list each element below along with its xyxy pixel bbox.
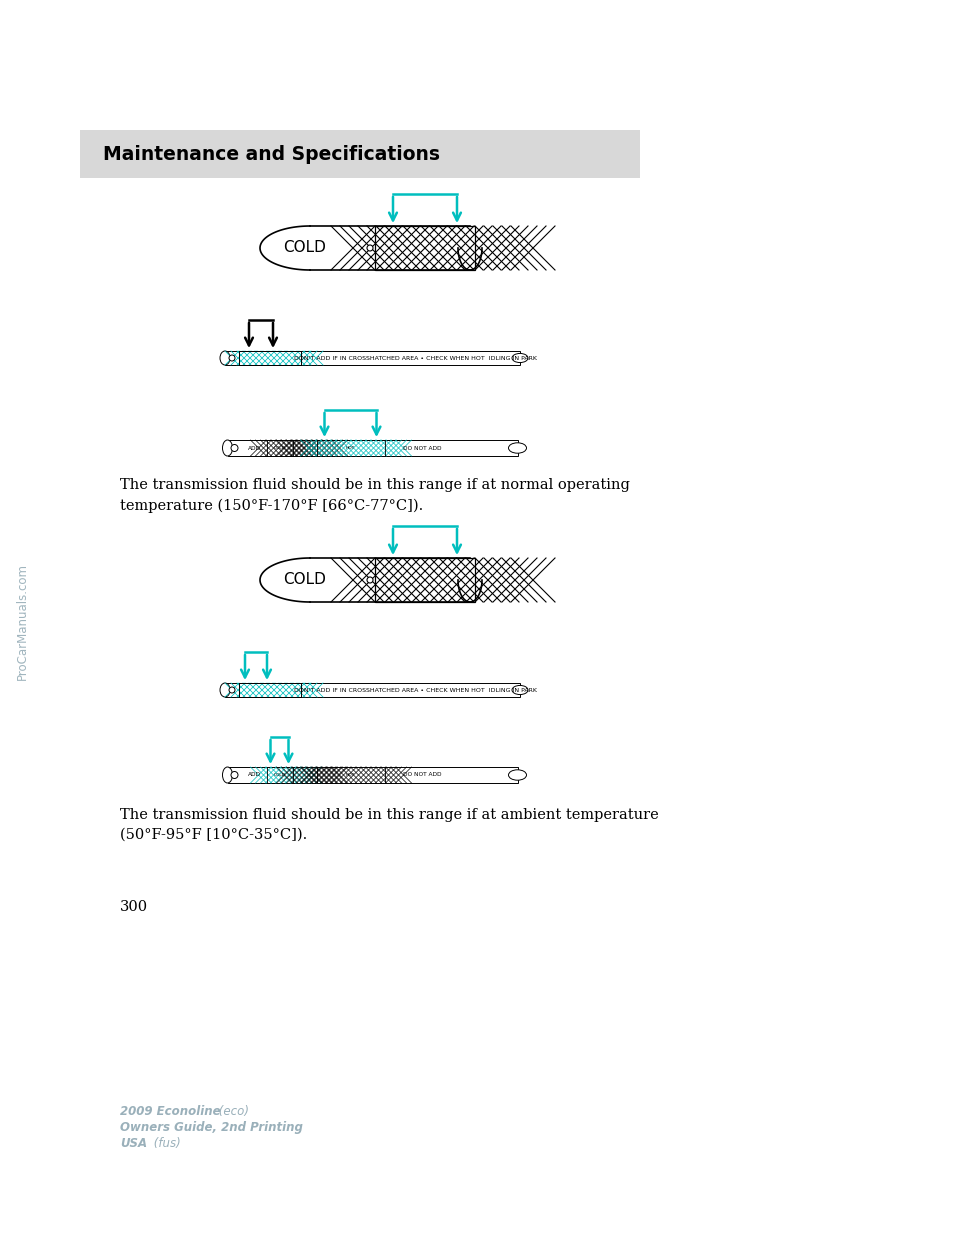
Circle shape bbox=[367, 578, 373, 582]
Bar bbox=[80, 130, 640, 178]
Text: The transmission fluid should be in this range if at ambient temperature
(50°F-9: The transmission fluid should be in this… bbox=[120, 809, 659, 842]
Text: COLD: COLD bbox=[283, 573, 326, 587]
Text: DO NOT ADD: DO NOT ADD bbox=[403, 446, 442, 451]
Circle shape bbox=[229, 687, 235, 693]
Text: HOT: HOT bbox=[346, 773, 355, 777]
Ellipse shape bbox=[223, 440, 232, 456]
Ellipse shape bbox=[223, 768, 232, 782]
Text: DON'T ADD IF IN CROSSHATCHED AREA • CHECK WHEN HOT  IDLING IN PARK: DON'T ADD IF IN CROSSHATCHED AREA • CHEC… bbox=[294, 355, 537, 360]
Text: HOT: HOT bbox=[346, 446, 355, 450]
Text: ADD: ADD bbox=[248, 446, 260, 451]
Ellipse shape bbox=[220, 683, 230, 697]
Text: 300: 300 bbox=[120, 900, 148, 914]
Bar bbox=[228, 440, 517, 456]
Circle shape bbox=[367, 245, 373, 251]
Bar bbox=[239, 351, 301, 365]
Text: COLD: COLD bbox=[274, 446, 285, 450]
Text: ProCarManuals.com: ProCarManuals.com bbox=[15, 563, 29, 679]
Bar bbox=[310, 226, 470, 270]
Text: USA: USA bbox=[120, 1136, 147, 1150]
Text: ADD: ADD bbox=[248, 773, 260, 777]
Text: COLD: COLD bbox=[274, 773, 285, 777]
Bar bbox=[228, 768, 517, 782]
Text: Owners Guide, 2nd Printing: Owners Guide, 2nd Printing bbox=[120, 1122, 302, 1134]
Text: DO NOT ADD: DO NOT ADD bbox=[403, 773, 442, 777]
Bar bbox=[225, 351, 520, 365]
Bar bbox=[225, 683, 520, 697]
Bar bbox=[310, 558, 470, 602]
Text: (eco): (eco) bbox=[215, 1105, 249, 1118]
Circle shape bbox=[231, 445, 238, 452]
Ellipse shape bbox=[512, 686, 528, 694]
Text: Maintenance and Specifications: Maintenance and Specifications bbox=[103, 144, 440, 164]
Ellipse shape bbox=[509, 443, 526, 453]
Ellipse shape bbox=[260, 558, 360, 602]
Text: (fus): (fus) bbox=[150, 1136, 180, 1150]
Ellipse shape bbox=[512, 354, 528, 363]
Circle shape bbox=[229, 355, 235, 361]
Ellipse shape bbox=[509, 770, 526, 780]
Text: 2009 Econoline: 2009 Econoline bbox=[120, 1105, 221, 1118]
Bar bbox=[375, 558, 475, 602]
Bar bbox=[239, 683, 301, 697]
Circle shape bbox=[231, 771, 238, 779]
Ellipse shape bbox=[260, 226, 360, 270]
Ellipse shape bbox=[220, 351, 230, 365]
Text: COLD: COLD bbox=[283, 241, 326, 256]
Text: The transmission fluid should be in this range if at normal operating
temperatur: The transmission fluid should be in this… bbox=[120, 478, 630, 513]
Text: DON'T ADD IF IN CROSSHATCHED AREA • CHECK WHEN HOT  IDLING IN PARK: DON'T ADD IF IN CROSSHATCHED AREA • CHEC… bbox=[294, 688, 537, 693]
Bar bbox=[375, 226, 475, 270]
